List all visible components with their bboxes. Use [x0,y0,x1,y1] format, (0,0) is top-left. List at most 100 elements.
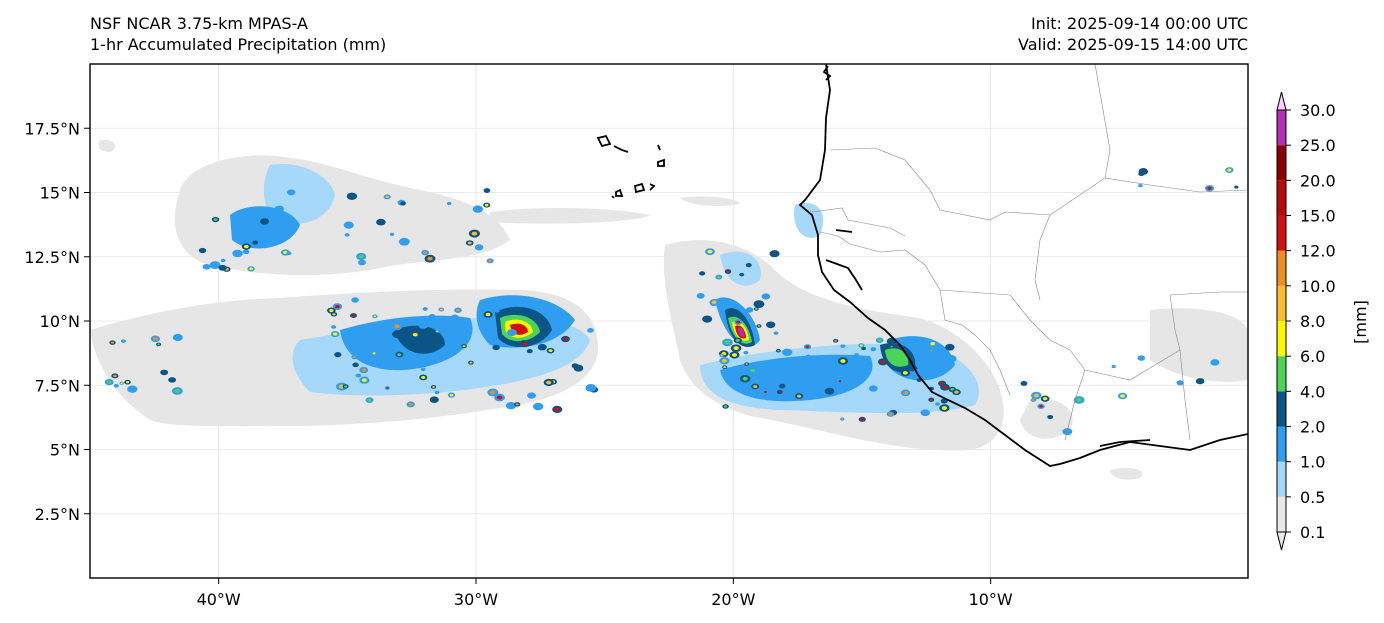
precip-cell [782,348,793,356]
precip-cell [942,349,949,355]
precip-cell-core [110,341,115,344]
colorbar-tick-label: 30.0 [1300,101,1336,120]
precip-cell-core [755,380,758,382]
precip-cell [730,310,737,315]
precip-cell-core [742,376,748,381]
precip-cell [920,409,930,417]
precip-cell-core [490,390,496,395]
precip-cell-core [753,385,758,388]
precip-cell [422,307,428,311]
precip-cell [242,249,250,255]
valid-time: Valid: 2025-09-15 14:00 UTC [1017,35,1248,54]
precip-cell-core [777,349,780,352]
precip-cell [168,377,177,383]
precip-cell-core [213,218,218,221]
precip-cell [1138,168,1149,175]
precip-cell-core [1032,398,1035,401]
colorbar-tick-label: 4.0 [1300,382,1325,401]
precip-cell [870,347,877,352]
precip-cell [868,385,878,392]
precip-cell [351,297,359,303]
lat-tick-label: 7.5°N [35,376,80,395]
lon-tick-label: 40°W [197,590,241,609]
precip-cell [417,342,429,350]
precip-cell [472,205,484,213]
precip-cell-core [1076,398,1082,402]
precip-cell-core [726,270,730,273]
precip-cell-core [731,353,738,357]
map-panel [89,63,1249,579]
plot-title-right: Init: 2025-09-14 00:00 UTC Valid: 2025-0… [1018,13,1248,55]
precip-cell [745,307,754,313]
colorbar-segment [1277,285,1286,321]
precip-cell-core [522,341,528,346]
precip-cell [352,362,359,368]
precip-cell-core [329,308,334,313]
precip-cell-core [721,358,727,363]
precip-cell [446,201,452,206]
precip-cell-core [941,406,948,410]
precip-cell-core [488,259,492,263]
precip-cell-core [717,275,721,279]
precip-cell-core [394,324,400,329]
colorbar-segment [1277,180,1286,216]
precip-cell [357,334,363,338]
precip-cell [743,350,749,355]
precip-cell-core [805,345,810,349]
colorbar-tick-label: 20.0 [1300,171,1336,190]
colorbar-extend-max [1276,91,1287,111]
precip-cell [507,329,517,337]
precip-cell-core [335,304,340,309]
plot-title-left: NSF NCAR 3.75-km MPAS-A 1-hr Accumulated… [90,13,386,55]
convective-cells [104,167,1239,436]
precip-cell-core [469,361,473,364]
precip-cell-core [1039,404,1043,408]
precip-cell-core [902,371,908,375]
precip-cell-core [386,387,389,389]
country-borders [811,64,1248,441]
precip-cell [358,259,366,266]
precip-cell-core [930,342,935,346]
precip-cell-core [930,349,933,352]
precip-cell-core [333,332,338,336]
precip-cell-core [107,380,112,384]
magenta-precip-areas [738,327,745,337]
precip-cell-core [711,300,717,304]
colorbar-segment [1277,110,1286,146]
precip-cell [420,367,426,372]
precip-cell-core [361,368,366,372]
lat-tick-label: 17.5°N [24,119,80,138]
precip-cell [1138,183,1143,188]
precip-cell [286,251,292,256]
precip-cell [172,333,183,342]
precip-cell [745,262,752,268]
precip-cell [274,205,284,213]
precip-cell-core [352,356,356,359]
precip-cell [1137,355,1146,361]
precip-cell [428,313,436,319]
precip-cell-core [125,381,130,384]
precip-cell [373,328,385,337]
precip-cell [483,188,491,193]
precip-cell-core [859,344,863,347]
colorbar-tick-label: 0.5 [1300,488,1325,507]
precip-cell-core [546,380,552,385]
precip-cell [331,325,337,329]
coastline [596,64,1248,467]
precip-cell [532,402,544,411]
lat-axis: 2.5°N 5°N 7.5°N 10°N 12.5°N 15°N 17.5°N [24,119,90,524]
precip-cell-core [888,412,893,416]
precip-cell-core [548,349,553,353]
precip-cell-core [838,380,842,383]
lon-tick-label: 20°W [711,590,755,609]
precip-cell [1195,378,1205,385]
precipitation-field [90,139,1248,480]
precip-cell-core [1120,394,1125,398]
precip-cell [494,309,500,313]
colorbar-segment [1277,250,1286,286]
precip-cell [702,315,713,323]
precip-cell [287,189,296,196]
precip-cell [854,353,859,357]
precip-cell [202,263,211,270]
precip-cell [120,339,126,343]
